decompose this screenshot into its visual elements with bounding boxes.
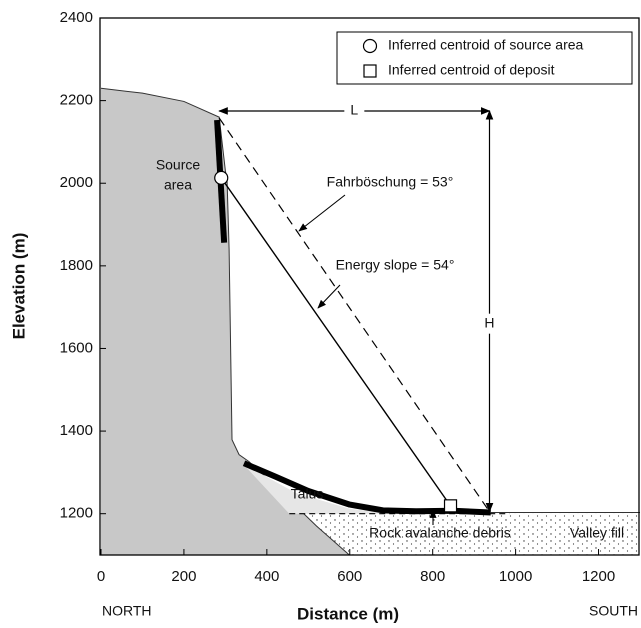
legend-label: Inferred centroid of source area	[388, 37, 584, 53]
source-centroid	[214, 170, 229, 185]
annotation: H	[484, 314, 494, 330]
y-tick-label: 1400	[60, 422, 93, 439]
deposit-centroid	[443, 499, 458, 513]
legend-box	[336, 31, 633, 85]
annotation: Source	[156, 157, 201, 173]
label-bg	[344, 101, 365, 120]
x-tick-label: 200	[171, 568, 196, 585]
plot-frame	[99, 17, 640, 556]
annotation: Fahrböschung = 53°	[327, 174, 454, 190]
fahrboschung-line	[218, 117, 490, 512]
x-tick-label: 0	[97, 568, 105, 585]
x-tick-label: 400	[254, 568, 279, 585]
legend-marker	[362, 38, 378, 54]
x-tick-label: 1200	[582, 568, 615, 585]
bedrock	[101, 88, 350, 555]
y-axis-title: Elevation (m)	[9, 233, 28, 340]
legend-marker	[363, 64, 377, 78]
label-bg	[480, 313, 499, 334]
y-tick-label: 2000	[60, 174, 93, 191]
y-tick-label: 1200	[60, 505, 93, 522]
pointer-arrow	[298, 194, 346, 232]
direction-label: NORTH	[102, 603, 152, 619]
annotation: Talus	[291, 486, 324, 502]
annotation: area	[164, 177, 192, 193]
x-tick-label: 1000	[499, 568, 532, 585]
annotation: Energy slope = 54°	[336, 257, 455, 273]
y-tick-label: 2200	[60, 92, 93, 109]
annotation: Valley fill	[570, 525, 624, 541]
x-tick-label: 600	[337, 568, 362, 585]
legend-label: Inferred centroid of deposit	[388, 62, 555, 78]
energy-line	[220, 177, 452, 507]
valley-fill	[289, 513, 640, 555]
direction-label: SOUTH	[589, 603, 638, 619]
y-tick-label: 2400	[60, 9, 93, 26]
y-tick-label: 1600	[60, 339, 93, 356]
annotation: Rock avalanche debris	[369, 525, 511, 541]
talus	[244, 464, 392, 514]
annotation: L	[350, 102, 358, 118]
pointer-arrow	[317, 284, 341, 309]
x-tick-label: 800	[420, 568, 445, 585]
x-axis-title: Distance (m)	[297, 604, 399, 623]
y-tick-label: 1800	[60, 257, 93, 274]
